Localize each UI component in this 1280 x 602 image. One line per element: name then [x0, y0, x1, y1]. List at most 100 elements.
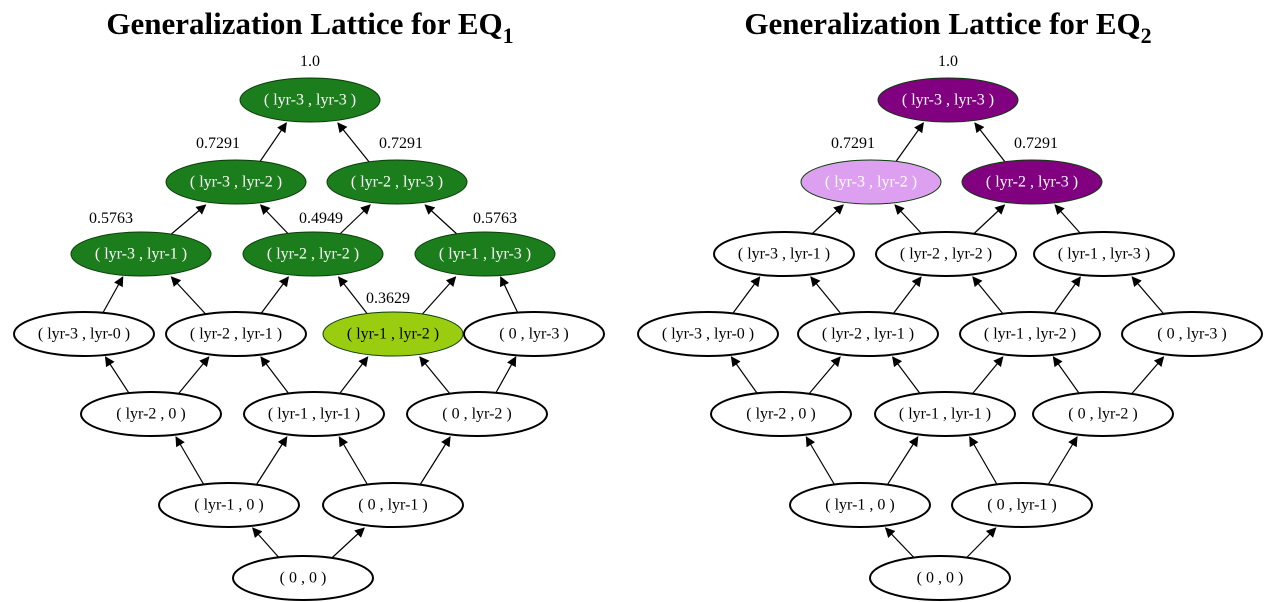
lattice-node[interactable]: ( lyr-2 , lyr-2 ) — [242, 231, 384, 277]
node-score: 0.5763 — [89, 210, 133, 227]
lattice-node[interactable]: ( 0 , lyr-3 ) — [463, 311, 605, 357]
lattice-node[interactable]: ( lyr-1 , lyr-3 ) — [1033, 231, 1175, 277]
edge-arrow — [1052, 356, 1081, 395]
lattice-node[interactable]: ( 0 , lyr-2 ) — [1032, 391, 1174, 437]
node-label: ( lyr-1 , lyr-3 ) — [439, 246, 531, 263]
node-ellipse — [406, 391, 548, 437]
edge-arrow — [500, 276, 519, 315]
node-score: 0.7291 — [196, 135, 240, 152]
node-label: ( lyr-1 , lyr-3 ) — [1058, 246, 1150, 263]
lattice-node[interactable]: ( 0 , lyr-1 ) — [322, 482, 464, 528]
node-ellipse — [243, 391, 385, 437]
node-ellipse — [158, 482, 300, 528]
edge-arrow — [894, 204, 923, 235]
lattice-node[interactable]: ( lyr-1 , lyr-1 ) — [243, 391, 385, 437]
lattice-node[interactable]: ( lyr-2 , lyr-2 ) — [875, 231, 1017, 277]
edge-arrow — [810, 276, 842, 315]
node-ellipse — [1033, 231, 1175, 277]
edge-arrow — [255, 436, 288, 486]
edge-arrow — [1131, 276, 1165, 315]
lattice-node[interactable]: ( 0 , lyr-1 ) — [951, 482, 1093, 528]
edge-arrow — [884, 527, 915, 559]
lattice-node[interactable]: ( lyr-3 , lyr-0 ) — [637, 311, 779, 357]
edge-arrow — [1047, 436, 1078, 486]
lattice-node[interactable]: ( 0 , 0 ) — [232, 555, 374, 601]
lattice-node[interactable]: ( lyr-3 , lyr-0 ) — [13, 311, 155, 357]
lattice-node[interactable]: ( lyr-2 , 0 ) — [80, 391, 222, 437]
node-ellipse — [875, 231, 1017, 277]
edges — [101, 122, 519, 559]
node-label: ( 0 , 0 ) — [917, 570, 964, 587]
edge-arrow — [886, 436, 919, 486]
lattice-node[interactable]: ( lyr-1 , lyr-1 ) — [874, 391, 1016, 437]
edge-arrow — [892, 356, 921, 395]
lattice-node[interactable]: ( lyr-3 , lyr-2 ) — [800, 159, 942, 205]
node-label: ( 0 , lyr-3 ) — [499, 326, 568, 343]
lattice-node[interactable]: ( lyr-2 , 0 ) — [710, 391, 852, 437]
node-label: ( lyr-3 , lyr-1 ) — [738, 246, 830, 263]
edge-arrow — [972, 276, 1004, 315]
edge-arrow — [259, 204, 289, 235]
node-label: ( lyr-3 , lyr-1 ) — [95, 246, 187, 263]
node-ellipse — [874, 391, 1016, 437]
node-label: ( 0 , lyr-2 ) — [1068, 406, 1137, 423]
lattice-node[interactable]: ( 0 , 0 ) — [869, 555, 1011, 601]
edge-arrow — [338, 436, 369, 486]
node-ellipse — [1032, 391, 1174, 437]
lattice-node[interactable]: ( lyr-1 , 0 ) — [789, 482, 931, 528]
lattice-node[interactable]: ( lyr-1 , lyr-2 ) — [322, 311, 464, 357]
edge-arrow — [337, 122, 370, 163]
lattice-node[interactable]: ( lyr-3 , lyr-3 ) — [239, 77, 381, 123]
lattice-node[interactable]: ( lyr-2 , lyr-3 ) — [961, 159, 1103, 205]
edge-arrow — [337, 276, 368, 315]
edge-arrow — [419, 356, 451, 395]
node-label: ( lyr-3 , lyr-3 ) — [264, 92, 356, 109]
edge-arrow — [1054, 204, 1082, 235]
lattice-node[interactable]: ( lyr-1 , 0 ) — [158, 482, 300, 528]
node-ellipse — [414, 231, 556, 277]
edge-arrow — [730, 356, 759, 395]
node-ellipse — [959, 311, 1101, 357]
lattice-node[interactable]: ( lyr-3 , lyr-1 ) — [713, 231, 855, 277]
edge-arrow — [1053, 276, 1081, 315]
edge-arrow — [424, 204, 458, 235]
lattice-node[interactable]: ( 0 , lyr-3 ) — [1121, 311, 1263, 357]
lattice-node[interactable]: ( lyr-1 , lyr-3 ) — [414, 231, 556, 277]
lattice-node[interactable]: ( lyr-1 , lyr-2 ) — [959, 311, 1101, 357]
edge-arrow — [252, 527, 280, 559]
node-ellipse — [710, 391, 852, 437]
lattice-node[interactable]: ( 0 , lyr-2 ) — [406, 391, 548, 437]
edge-arrow — [731, 276, 761, 315]
lattice-node[interactable]: ( lyr-3 , lyr-2 ) — [165, 159, 307, 205]
edge-arrow — [331, 527, 365, 559]
node-score: 0.4949 — [299, 210, 343, 227]
edge-arrow — [808, 356, 841, 395]
node-label: ( lyr-2 , lyr-3 ) — [351, 174, 443, 191]
node-ellipse — [165, 311, 307, 357]
lattice-node[interactable]: ( lyr-3 , lyr-3 ) — [877, 77, 1019, 123]
node-ellipse — [239, 77, 381, 123]
node-ellipse — [877, 77, 1019, 123]
node-score: 0.7291 — [379, 135, 423, 152]
edge-arrow — [494, 356, 517, 395]
node-label: ( lyr-3 , lyr-0 ) — [662, 326, 754, 343]
lattice-node[interactable]: ( lyr-3 , lyr-1 ) — [70, 231, 212, 277]
lattice-node[interactable]: ( lyr-2 , lyr-1 ) — [797, 311, 939, 357]
edge-arrow — [338, 356, 369, 395]
node-ellipse — [800, 159, 942, 205]
lattice-node[interactable]: ( lyr-2 , lyr-3 ) — [326, 159, 468, 205]
node-label: ( lyr-2 , 0 ) — [746, 406, 815, 423]
node-ellipse — [1121, 311, 1263, 357]
node-label: ( lyr-3 , lyr-3 ) — [902, 92, 994, 109]
lattice-node[interactable]: ( lyr-2 , lyr-1 ) — [165, 311, 307, 357]
edge-arrow — [971, 356, 1004, 395]
node-label: ( 0 , lyr-3 ) — [1157, 326, 1226, 343]
node-label: ( 0 , 0 ) — [280, 570, 327, 587]
edge-arrow — [1131, 356, 1165, 395]
edge-arrow — [177, 356, 210, 395]
node-ellipse — [13, 311, 155, 357]
node-label: ( lyr-2 , lyr-1 ) — [822, 326, 914, 343]
edge-arrow — [965, 527, 997, 559]
node-label: ( lyr-3 , lyr-2 ) — [825, 174, 917, 191]
node-label: ( 0 , lyr-1 ) — [358, 497, 427, 514]
